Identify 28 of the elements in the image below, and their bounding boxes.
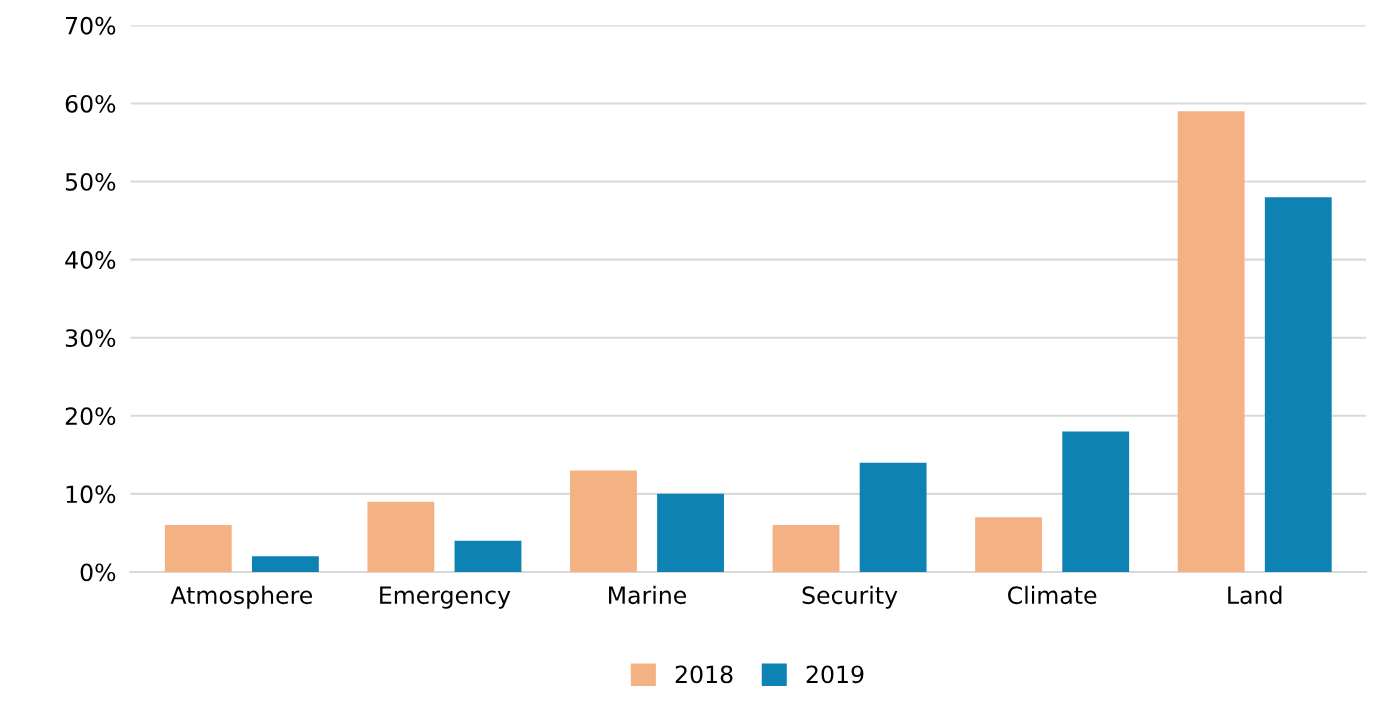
y-tick-label: 50% (65, 172, 116, 191)
legend-label: 2019 (806, 665, 864, 684)
bar (657, 493, 724, 572)
y-tick-label: 10% (66, 485, 116, 504)
y-tick-label: 70% (66, 16, 116, 35)
bar (1264, 197, 1332, 572)
bar (859, 462, 927, 572)
bar (1177, 111, 1245, 572)
bar (570, 470, 637, 572)
bar (367, 501, 435, 572)
bar (772, 525, 840, 572)
x-tick-label: Climate (1008, 585, 1097, 605)
x-tick-label: Marine (609, 585, 687, 605)
x-tick-label: Emergency (380, 586, 511, 609)
bar (1062, 431, 1130, 572)
y-tick-label: 40% (65, 251, 116, 269)
bar (454, 540, 522, 572)
legend-label: 2018 (675, 665, 733, 684)
bar (251, 556, 319, 572)
x-tick-label: Land (1228, 585, 1282, 605)
bar (164, 525, 232, 572)
y-tick-label: 30% (65, 329, 116, 347)
x-tick-label: Atmosphere (170, 585, 313, 609)
y-tick-label: 20% (65, 407, 116, 426)
y-tick-label: 0% (80, 563, 116, 582)
y-tick-label: 60% (65, 94, 116, 113)
bar (975, 517, 1043, 572)
x-tick-label: Security (802, 585, 898, 609)
